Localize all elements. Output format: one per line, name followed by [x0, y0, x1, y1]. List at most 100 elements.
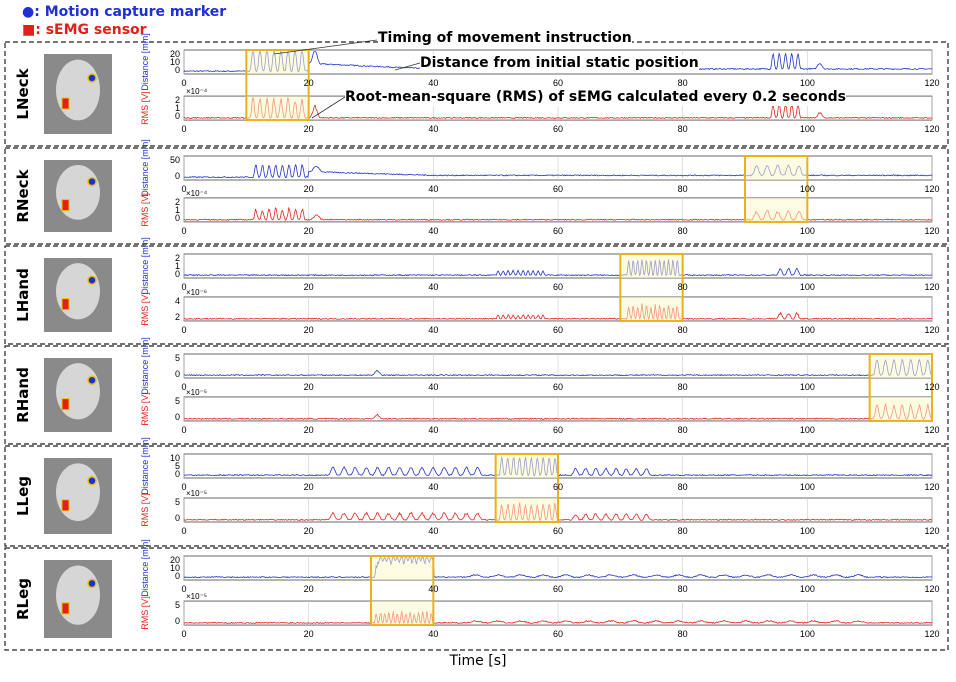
- y-tick-label: 0: [175, 616, 180, 626]
- x-tick-label: 20: [304, 482, 314, 492]
- x-tick-label: 40: [428, 226, 438, 236]
- x-tick-label: 20: [304, 226, 314, 236]
- x-tick-label: 80: [678, 425, 688, 435]
- x-tick-label: 100: [800, 629, 815, 639]
- instruction-window: [868, 353, 934, 422]
- x-tick-label: 120: [924, 482, 939, 492]
- sensor-icon: [61, 602, 70, 615]
- y-axis-label-rms: RMS [V]: [140, 91, 150, 125]
- y-tick-label: 0: [175, 513, 180, 523]
- panel-border: [4, 345, 949, 445]
- panel-border: [4, 547, 949, 651]
- highlight-region: [620, 296, 683, 321]
- y-tick-label: 5: [175, 396, 180, 406]
- x-tick-label: 120: [924, 78, 939, 88]
- pointer-line: [273, 39, 378, 55]
- y-tick-label: 0: [175, 469, 180, 479]
- x-tick-label: 120: [924, 325, 939, 335]
- series-dist: [183, 557, 933, 579]
- x-tick-label: 0: [181, 425, 186, 435]
- marker-icon: [87, 176, 97, 187]
- y-axis-label-rms: RMS [V]: [140, 596, 150, 630]
- y-tick-label: 0: [175, 111, 180, 121]
- x-tick-label: 80: [678, 124, 688, 134]
- x-tick-label: 60: [553, 629, 563, 639]
- highlight-region: [745, 197, 808, 222]
- x-tick-label: 60: [553, 325, 563, 335]
- y-exponent: ×10⁻⁵: [186, 592, 207, 601]
- x-tick-label: 80: [678, 629, 688, 639]
- x-tick-label: 100: [800, 78, 815, 88]
- marker-icon: [87, 375, 97, 385]
- annotation-distance: Distance from initial static position: [420, 55, 699, 72]
- x-tick-label: 0: [181, 282, 186, 292]
- x-tick-label: 80: [678, 584, 688, 594]
- y-tick-label: 0: [175, 412, 180, 422]
- y-axis-label-rms: RMS [V]: [140, 193, 150, 227]
- panel-border: [4, 245, 949, 345]
- y-axis-label-dist: Distance [mm]: [140, 337, 150, 395]
- x-tick-label: 80: [678, 325, 688, 335]
- sensor-icon: [61, 298, 70, 311]
- instruction-window: [494, 453, 559, 523]
- y-tick-label: 10: [170, 57, 180, 67]
- x-tick-label: 120: [924, 282, 939, 292]
- x-tick-label: 60: [553, 124, 563, 134]
- y-tick-label: 1: [175, 205, 180, 215]
- x-tick-label: 120: [924, 226, 939, 236]
- y-axis-label-dist: Distance [mm]: [140, 437, 150, 495]
- highlight-region: [869, 396, 932, 421]
- x-tick-label: 40: [428, 325, 438, 335]
- y-tick-label: 0: [175, 213, 180, 223]
- x-tick-label: 40: [428, 78, 438, 88]
- x-tick-label: 0: [181, 184, 186, 194]
- x-tick-label: 100: [800, 526, 815, 536]
- highlight-region: [495, 454, 558, 478]
- row-label-lneck: LNeck: [14, 67, 32, 119]
- x-tick-label: 0: [181, 526, 186, 536]
- y-tick-label: 5: [175, 600, 180, 610]
- row-label-lleg: LLeg: [14, 476, 32, 516]
- series-dist: [183, 358, 933, 377]
- highlight-region: [495, 498, 558, 522]
- x-tick-label: 40: [428, 584, 438, 594]
- x-tick-label: 60: [553, 482, 563, 492]
- x-tick-label: 80: [678, 184, 688, 194]
- y-exponent: ×10⁻⁴: [186, 189, 208, 198]
- x-tick-label: 60: [553, 282, 563, 292]
- y-tick-label: 20: [170, 555, 180, 565]
- y-tick-label: 0: [175, 269, 180, 279]
- x-tick-label: 100: [800, 325, 815, 335]
- instruction-window: [245, 49, 310, 122]
- y-tick-label: 2: [175, 197, 180, 207]
- series-rms: [184, 303, 933, 321]
- annotation-rms: Root-mean-square (RMS) of sEMG calculate…: [345, 89, 847, 106]
- x-tick-label: 60: [553, 425, 563, 435]
- x-tick-label: 100: [800, 226, 815, 236]
- x-tick-label: 20: [304, 325, 314, 335]
- y-tick-label: 5: [175, 353, 180, 363]
- panel-border: [4, 445, 949, 547]
- x-tick-label: 40: [428, 382, 438, 392]
- y-tick-label: 5: [175, 497, 180, 507]
- body-silhouette: [56, 565, 100, 625]
- legend-sensor-label: ■: sEMG sensor: [22, 22, 147, 38]
- x-tick-label: 80: [678, 78, 688, 88]
- highlight-region: [620, 254, 683, 278]
- row-label-lhand: LHand: [14, 268, 32, 322]
- x-tick-label: 0: [181, 325, 186, 335]
- x-tick-label: 60: [553, 526, 563, 536]
- marker-icon: [87, 476, 97, 486]
- x-tick-label: 0: [181, 124, 186, 134]
- x-tick-label: 80: [678, 226, 688, 236]
- body-silhouette: [56, 263, 100, 320]
- x-tick-label: 20: [304, 425, 314, 435]
- x-tick-label: 0: [181, 382, 186, 392]
- sensor-icon: [61, 499, 70, 512]
- x-axis-label: Time [s]: [449, 653, 507, 669]
- highlight-region: [246, 96, 309, 121]
- series-rms: [183, 402, 933, 420]
